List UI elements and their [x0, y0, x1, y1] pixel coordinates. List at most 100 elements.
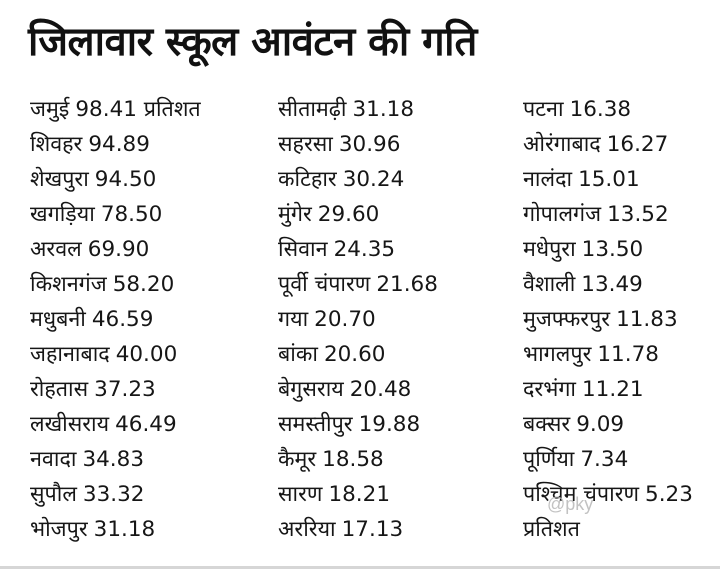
district-name: भोजपुर	[30, 517, 88, 542]
district-name: किशनगंज	[30, 272, 107, 297]
allocation-value: 20.48	[349, 377, 412, 402]
district-entry: रोहतास 37.23	[30, 372, 201, 407]
district-entry: शेखपुरा 94.50	[30, 162, 201, 197]
district-name: शिवहर	[30, 132, 83, 157]
district-entry: भागलपुर 11.78	[523, 337, 693, 372]
district-entry: कटिहार 30.24	[278, 162, 438, 197]
district-name: वैशाली	[523, 272, 576, 297]
allocation-value: 46.49	[115, 412, 177, 437]
district-name: पूर्णिया	[523, 447, 575, 472]
district-entry: कैमूर 18.58	[278, 442, 438, 477]
allocation-value: 78.50	[100, 202, 163, 227]
allocation-value: 69.90	[87, 237, 150, 262]
district-entry: सुपौल 33.32	[30, 477, 201, 512]
allocation-value: 9.09	[576, 412, 625, 437]
allocation-value: 5.23	[645, 482, 693, 507]
allocation-value: 46.59	[91, 307, 154, 332]
district-name: समस्तीपुर	[278, 412, 353, 437]
district-name: अरवल	[30, 237, 82, 262]
allocation-value: 58.20	[112, 272, 175, 297]
district-name: मधेपुरा	[523, 237, 576, 262]
allocation-value: 13.52	[607, 202, 669, 227]
allocation-value: 98.41 प्रतिशत	[75, 97, 201, 122]
district-entry: सारण 18.21	[278, 477, 438, 512]
district-column-1: जमुई 98.41 प्रतिशत शिवहर 94.89 शेखपुरा 94.50 ख…	[30, 92, 201, 547]
district-name: गया	[278, 307, 309, 332]
district-entry: जहानाबाद 40.00	[30, 337, 201, 372]
district-name: पूर्वी चंपारण	[278, 272, 371, 297]
watermark: @pky	[547, 494, 594, 514]
allocation-value: 13.50	[581, 237, 644, 262]
district-entry: मुंगेर 29.60	[278, 197, 438, 232]
district-name: सहरसा	[278, 132, 333, 157]
allocation-value: 20.70	[314, 307, 376, 332]
allocation-value: 94.50	[94, 167, 157, 192]
page-title: जिलावार स्कूल आवंटन की गति	[28, 19, 477, 65]
district-entry: मधुबनी 46.59	[30, 302, 201, 337]
district-entry: किशनगंज 58.20	[30, 267, 201, 302]
district-entry: पश्चिम चंपारण 5.23	[523, 477, 693, 512]
district-entry: ओरंगाबाद 16.27	[523, 127, 693, 162]
district-entry: जमुई 98.41 प्रतिशत	[30, 92, 201, 127]
allocation-value: 29.60	[317, 202, 380, 227]
allocation-value: 16.27	[606, 132, 669, 157]
district-entry: बक्सर 9.09	[523, 407, 693, 442]
allocation-value: 15.01	[578, 167, 640, 192]
district-entry: बेगुसराय 20.48	[278, 372, 438, 407]
district-name: प्रतिशत	[523, 517, 580, 542]
allocation-value: 30.96	[338, 132, 401, 157]
allocation-value: 31.18	[352, 97, 415, 122]
allocation-value: 11.78	[597, 342, 659, 367]
district-entry: नवादा 34.83	[30, 442, 201, 477]
district-entry: अररिया 17.13	[278, 512, 438, 547]
district-column-3: पटना 16.38 ओरंगाबाद 16.27 नालंदा 15.01 गोपालगं…	[523, 92, 693, 547]
district-name: बांका	[278, 342, 318, 367]
district-entry: प्रतिशत	[523, 512, 693, 547]
district-entry: गोपालगंज 13.52	[523, 197, 693, 232]
allocation-value: 18.21	[328, 482, 391, 507]
allocation-value: 19.88	[358, 412, 421, 437]
district-entry: पूर्वी चंपारण 21.68	[278, 267, 438, 302]
district-entry: मधेपुरा 13.50	[523, 232, 693, 267]
allocation-value: 40.00	[115, 342, 178, 367]
district-name: नालंदा	[523, 167, 573, 192]
district-list: जमुई 98.41 प्रतिशत शिवहर 94.89 शेखपुरा 94.50 ख…	[0, 92, 720, 552]
district-entry: सीतामढ़ी 31.18	[278, 92, 438, 127]
district-name: लखीसराय	[30, 412, 110, 437]
district-name: सीतामढ़ी	[278, 97, 347, 122]
allocation-value: 31.18	[93, 517, 156, 542]
district-name: जहानाबाद	[30, 342, 110, 367]
allocation-value: 24.35	[333, 237, 396, 262]
district-name: पश्चिम चंपारण	[523, 482, 640, 507]
allocation-value: 21.68	[376, 272, 438, 297]
district-name: ओरंगाबाद	[523, 132, 601, 157]
district-entry: भोजपुर 31.18	[30, 512, 201, 547]
bottom-divider	[0, 566, 720, 569]
district-name: मधुबनी	[30, 307, 86, 332]
district-name: पटना	[523, 97, 564, 122]
allocation-value: 13.49	[581, 272, 643, 297]
district-name: दरभंगा	[523, 377, 576, 402]
district-entry: समस्तीपुर 19.88	[278, 407, 438, 442]
district-entry: अरवल 69.90	[30, 232, 201, 267]
district-entry: गया 20.70	[278, 302, 438, 337]
district-name: खगड़िया	[30, 202, 95, 227]
allocation-value: 34.83	[82, 447, 145, 472]
district-name: जमुई	[30, 97, 70, 122]
district-entry: पूर्णिया 7.34	[523, 442, 693, 477]
district-name: सिवान	[278, 237, 328, 262]
district-name: गोपालगंज	[523, 202, 602, 227]
district-entry: लखीसराय 46.49	[30, 407, 201, 442]
allocation-value: 33.32	[82, 482, 145, 507]
district-name: नवादा	[30, 447, 77, 472]
district-name: सुपौल	[30, 482, 77, 507]
district-entry: बांका 20.60	[278, 337, 438, 372]
allocation-value: 11.83	[616, 307, 678, 332]
district-name: मुंगेर	[278, 202, 312, 227]
district-column-2: सीतामढ़ी 31.18 सहरसा 30.96 कटिहार 30.24 मुंगेर…	[278, 92, 438, 547]
allocation-value: 37.23	[94, 377, 156, 402]
district-name: बेगुसराय	[278, 377, 344, 402]
district-name: कटिहार	[278, 167, 337, 192]
district-name: शेखपुरा	[30, 167, 89, 192]
